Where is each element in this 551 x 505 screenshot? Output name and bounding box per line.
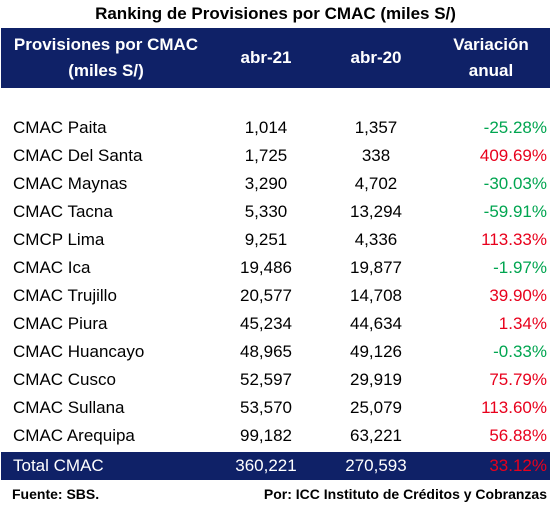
table-row: CMAC Maynas 3,290 4,702 -30.03% [1,170,550,198]
row-abr-20: 49,126 [350,342,402,361]
header-abr-20: abr-20 [350,48,402,67]
row-name: CMAC Sullana [13,398,125,417]
total-abr-20: 270,593 [345,456,407,475]
table-row: CMAC Trujillo 20,577 14,708 39.90% [1,282,550,310]
row-abr-20: 338 [361,146,391,165]
total-name: Total CMAC [13,456,104,475]
table-row: CMAC Del Santa 1,725 338 409.69% [1,142,550,170]
row-abr-20: 1,357 [354,118,398,137]
table-row: CMAC Cusco 52,597 29,919 75.79% [1,366,550,394]
row-variacion: 39.90% [489,286,547,305]
row-abr-20: 4,336 [354,230,398,249]
row-abr-21: 9,251 [244,230,288,249]
row-name: CMCP Lima [13,230,105,249]
row-variacion: 75.79% [489,370,547,389]
row-abr-21: 1,014 [244,118,288,137]
row-abr-21: 3,290 [244,174,288,193]
row-name: CMAC Piura [13,314,108,333]
row-abr-20: 63,221 [350,426,402,445]
header-provisiones-line1: Provisiones por CMAC [13,35,199,54]
total-abr-21: 360,221 [235,456,297,475]
row-abr-21: 5,330 [244,202,288,221]
row-name: CMAC Ica [13,258,91,277]
header-variacion: Variación anual [431,32,551,84]
row-abr-20: 14,708 [350,286,402,305]
row-variacion: -25.28% [483,118,547,137]
row-abr-20: 13,294 [350,202,402,221]
row-name: CMAC Trujillo [13,286,117,305]
row-abr-21: 19,486 [240,258,292,277]
row-variacion: 113.60% [481,398,547,417]
row-abr-20: 29,919 [350,370,402,389]
row-abr-21: 48,965 [240,342,292,361]
table-header: Provisiones por CMAC (miles S/) abr-21 a… [1,28,550,88]
row-abr-21: 45,234 [240,314,292,333]
row-variacion: -1.97% [493,258,547,277]
row-abr-20: 25,079 [350,398,402,417]
row-variacion: 409.69% [479,146,547,165]
table-row: CMAC Tacna 5,330 13,294 -59.91% [1,198,550,226]
row-name: CMAC Del Santa [13,146,143,165]
row-variacion: 113.33% [481,230,547,249]
row-name: CMAC Arequipa [13,426,135,445]
row-abr-20: 4,702 [354,174,398,193]
row-name: CMAC Huancayo [13,342,145,361]
header-provisiones: Provisiones por CMAC (miles S/) [1,32,211,84]
row-abr-20: 44,634 [350,314,402,333]
table-row: CMAC Paita 1,014 1,357 -25.28% [1,114,550,142]
row-abr-21: 99,182 [240,426,292,445]
row-abr-21: 20,577 [240,286,292,305]
table-row: CMAC Ica 19,486 19,877 -1.97% [1,254,550,282]
footer-author: Por: ICC Instituto de Créditos y Cobranz… [263,486,547,502]
header-variacion-line1: Variación [453,35,529,54]
table-title: Ranking de Provisiones por CMAC (miles S… [95,4,456,23]
footer-source: Fuente: SBS. [12,486,100,502]
header-abr-21: abr-21 [240,48,292,67]
table-row: CMAC Sullana 53,570 25,079 113.60% [1,394,550,422]
row-variacion: 1.34% [498,314,547,333]
row-variacion: 56.88% [489,426,547,445]
row-variacion: -0.33% [493,342,547,361]
row-abr-20: 19,877 [350,258,402,277]
row-abr-21: 52,597 [240,370,292,389]
table-row: CMCP Lima 9,251 4,336 113.33% [1,226,550,254]
total-variacion: 33.12% [489,456,547,475]
row-variacion: -59.91% [483,202,547,221]
total-row: Total CMAC 360,221 270,593 33.12% [1,452,550,480]
table-row: CMAC Huancayo 48,965 49,126 -0.33% [1,338,550,366]
header-variacion-line2: anual [468,61,514,80]
table-row: CMAC Piura 45,234 44,634 1.34% [1,310,550,338]
row-name: CMAC Maynas [13,174,128,193]
table-row: CMAC Arequipa 99,182 63,221 56.88% [1,422,550,450]
row-name: CMAC Tacna [13,202,113,221]
row-abr-21: 1,725 [244,146,288,165]
header-provisiones-line2: (miles S/) [68,61,144,80]
row-name: CMAC Cusco [13,370,116,389]
row-name: CMAC Paita [13,118,107,137]
row-variacion: -30.03% [483,174,547,193]
row-abr-21: 53,570 [240,398,292,417]
